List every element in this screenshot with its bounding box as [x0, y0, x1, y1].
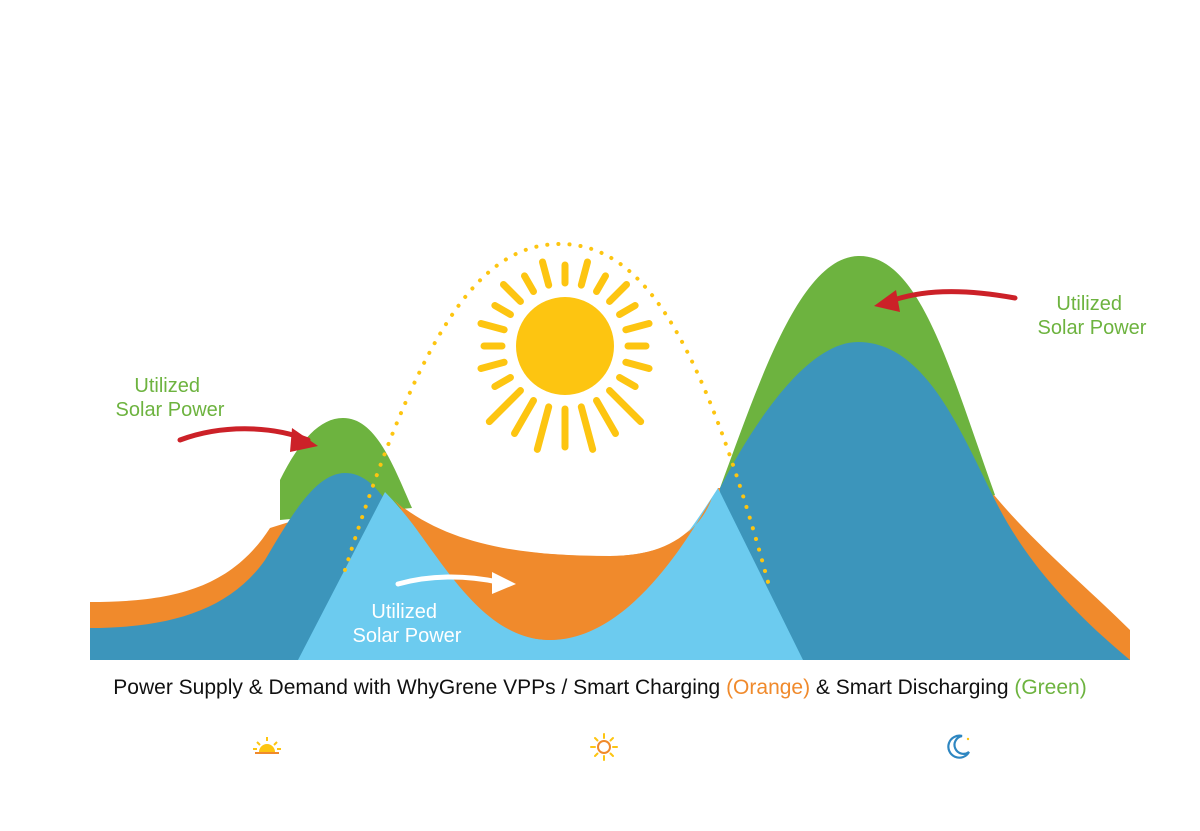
label-center: Utilized Solar Power — [353, 601, 462, 647]
sunrise-icon — [253, 737, 281, 754]
caption-orange: (Orange) — [726, 676, 811, 699]
arrow-right — [874, 289, 1018, 312]
sun-ray — [577, 258, 592, 289]
arrow-left — [177, 426, 318, 452]
sun-disc — [516, 297, 614, 395]
label-left: Utilized Solar Power — [116, 375, 225, 421]
sun-ray — [593, 272, 609, 295]
sun-ray — [499, 280, 524, 305]
sun-ray — [538, 258, 553, 289]
sun-icon — [477, 258, 653, 453]
solar-curve-dotted — [343, 241, 770, 584]
sun-ray — [606, 387, 645, 426]
charging-trough — [394, 498, 712, 640]
sun-ray — [606, 280, 631, 305]
caption: Power Supply & Demand with WhyGrene VPPs… — [0, 676, 1200, 700]
arrow-center — [395, 572, 516, 594]
sun-ray — [616, 302, 639, 318]
sun-ray — [622, 358, 653, 373]
sun-ray — [616, 374, 639, 390]
sun-ray — [491, 374, 514, 390]
caption-main: Power Supply & Demand with WhyGrene VPPs… — [113, 676, 727, 699]
sun-ray — [485, 387, 524, 426]
sun-ray — [477, 319, 508, 334]
demand-right-hill — [720, 342, 1130, 660]
sun-ray — [511, 397, 537, 437]
sun-ray — [533, 403, 553, 453]
label-right: Utilized Solar Power — [1038, 293, 1147, 339]
caption-green: (Green) — [1014, 676, 1087, 699]
sun-small-icon — [590, 733, 618, 761]
solar-production-area — [298, 488, 803, 660]
sun-ray — [521, 272, 537, 295]
sun-ray — [477, 358, 508, 373]
sun-ray — [491, 302, 514, 318]
sun-ray — [622, 319, 653, 334]
caption-middle: & Smart Discharging — [810, 676, 1015, 699]
sun-ray — [593, 397, 619, 437]
moon-icon — [947, 734, 970, 759]
sun-ray — [577, 403, 597, 453]
